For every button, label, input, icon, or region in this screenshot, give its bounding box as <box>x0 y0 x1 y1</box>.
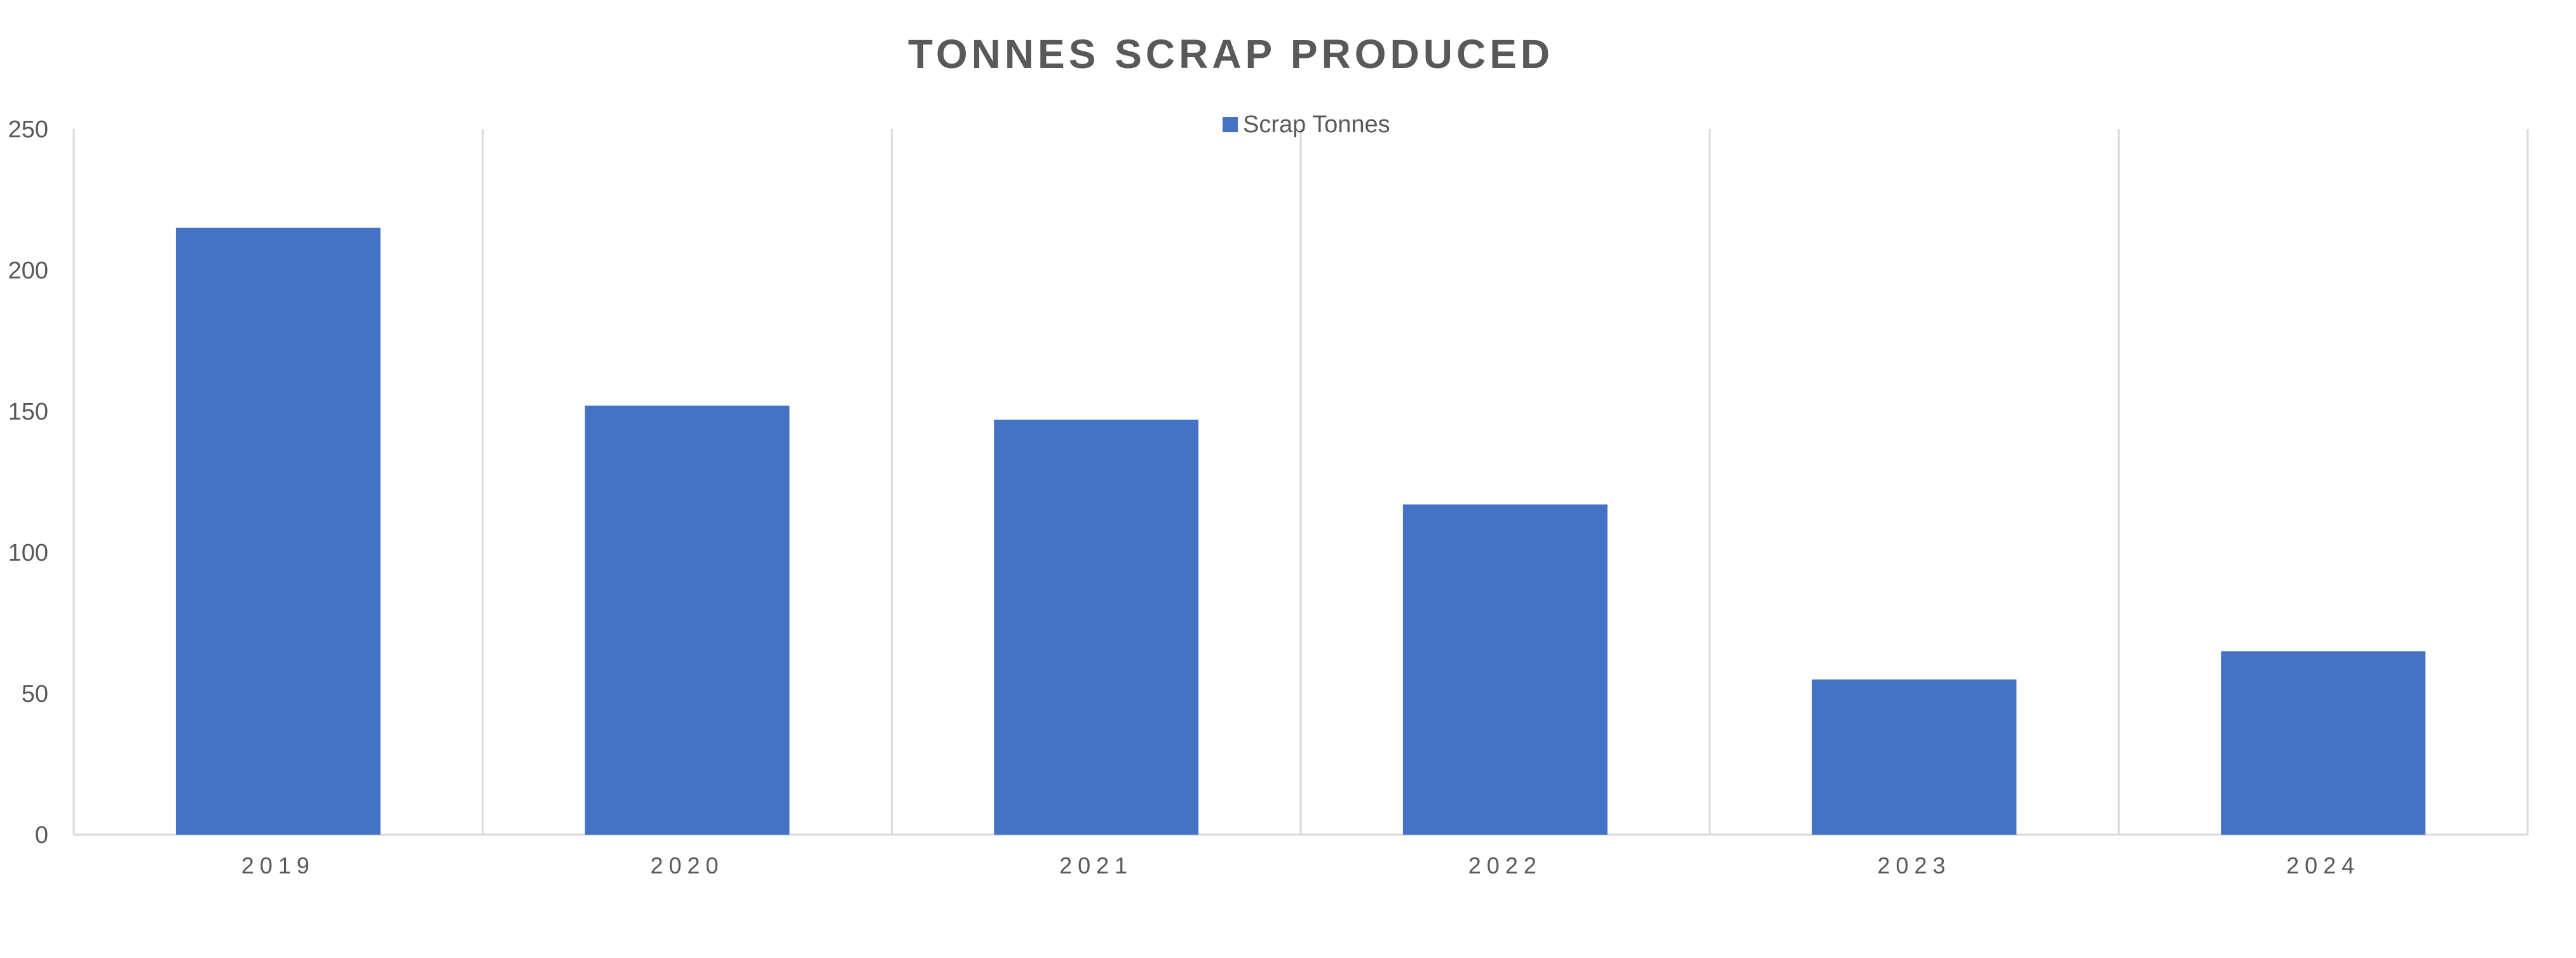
bar-2019 <box>175 228 381 835</box>
y-axis-ticks: 0 50 100 150 200 250 <box>8 116 48 849</box>
y-tick-label: 50 <box>22 681 48 708</box>
y-tick-label: 200 <box>8 257 48 284</box>
grid-lines <box>72 129 2529 836</box>
x-tick-label: 2019 <box>241 852 315 879</box>
x-tick-label: 2020 <box>650 852 724 879</box>
bars <box>175 228 2426 835</box>
x-tick-label: 2024 <box>2286 852 2360 879</box>
legend-swatch <box>1223 117 1238 132</box>
x-tick-label: 2023 <box>1877 852 1951 879</box>
x-tick-label: 2021 <box>1059 852 1133 879</box>
y-tick-label: 0 <box>35 822 48 849</box>
legend-label: Scrap Tonnes <box>1243 111 1390 138</box>
bar-2021 <box>994 420 1199 835</box>
bar-2022 <box>1402 504 1608 835</box>
bar-2020 <box>585 406 790 835</box>
x-axis-ticks: 2019 2020 2021 2022 2023 2024 <box>241 852 2360 879</box>
chart-title: TONNES SCRAP PRODUCED <box>908 31 1554 77</box>
y-tick-label: 250 <box>8 116 48 143</box>
y-tick-label: 150 <box>8 399 48 425</box>
y-tick-label: 100 <box>8 540 48 566</box>
bar-2023 <box>1812 679 2017 835</box>
legend: Scrap Tonnes <box>1223 111 1390 138</box>
bar-2024 <box>2221 651 2426 835</box>
x-tick-label: 2022 <box>1468 852 1542 879</box>
